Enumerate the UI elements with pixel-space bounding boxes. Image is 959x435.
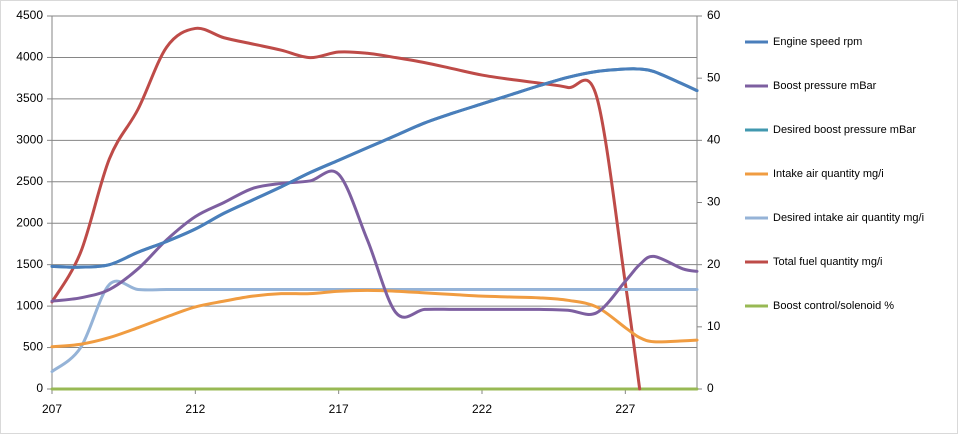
x-tick-label: 217 [329,402,349,416]
series-line [50,26,642,391]
y2-tick-label: 60 [707,8,721,22]
y-tick-label: 3000 [16,133,43,147]
series-line [50,67,699,269]
y2-tick-label: 40 [707,133,721,147]
y2-tick-label: 0 [707,381,714,395]
y2-tick-label: 30 [707,195,721,209]
y-tick-label: 2500 [16,174,43,188]
x-tick-label: 222 [472,402,492,416]
series-line [50,279,699,374]
y2-tick-label: 50 [707,70,721,84]
y-tick-label: 1000 [16,298,43,312]
legend-label: Desired boost pressure mBar [773,124,916,136]
y-tick-label: 4000 [16,50,43,64]
y2-tick-label: 10 [707,319,721,333]
legend-label: Boost pressure mBar [773,80,877,92]
y-tick-label: 1500 [16,257,43,271]
legend-label: Boost control/solenoid % [773,300,894,312]
x-tick-label: 227 [615,402,635,416]
y-tick-label: 2000 [16,215,43,229]
series-line [50,169,699,319]
legend-label: Engine speed rpm [773,36,862,48]
y-tick-label: 4500 [16,8,43,22]
legend-label: Total fuel quantity mg/i [773,256,882,268]
x-tick-label: 207 [42,402,62,416]
legend-label: Intake air quantity mg/i [773,168,884,180]
x-tick-label: 212 [185,402,205,416]
legend-label: Desired intake air quantity mg/i [773,212,924,224]
y-tick-label: 0 [36,381,43,395]
y-tick-label: 500 [23,340,43,354]
y2-tick-label: 20 [707,257,721,271]
series-line [50,288,699,349]
y-tick-label: 3500 [16,91,43,105]
